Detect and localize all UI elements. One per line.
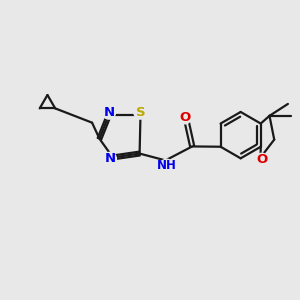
Circle shape <box>102 106 116 119</box>
Text: N: N <box>104 152 116 165</box>
Circle shape <box>160 159 173 172</box>
Text: O: O <box>256 153 268 166</box>
Circle shape <box>256 153 268 166</box>
Text: NH: NH <box>157 159 177 172</box>
Circle shape <box>103 152 116 166</box>
Circle shape <box>178 111 191 124</box>
Circle shape <box>134 106 147 119</box>
Text: S: S <box>136 106 145 119</box>
Text: O: O <box>179 111 190 124</box>
Text: N: N <box>103 106 115 119</box>
